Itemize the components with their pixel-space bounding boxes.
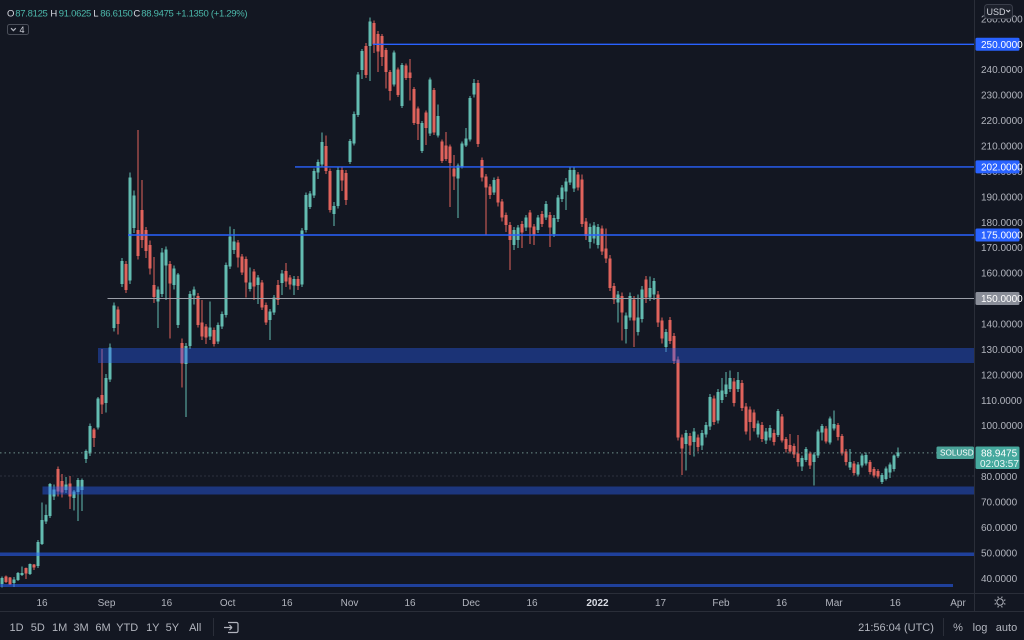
svg-text:220.0000: 220.0000 (981, 116, 1023, 127)
svg-text:140.0000: 140.0000 (981, 320, 1023, 331)
svg-text:50.0000: 50.0000 (981, 548, 1018, 559)
svg-text:260.0000: 260.0000 (981, 14, 1023, 25)
svg-text:O: O (7, 9, 14, 20)
svg-text:230.0000: 230.0000 (981, 91, 1023, 102)
svg-text:5D: 5D (31, 622, 45, 634)
svg-text:130.0000: 130.0000 (981, 345, 1023, 356)
svg-text:16: 16 (404, 598, 416, 609)
svg-text:C: C (133, 9, 140, 20)
svg-text:log: log (973, 622, 988, 634)
svg-text:100.0000: 100.0000 (981, 421, 1023, 432)
svg-text:60.0000: 60.0000 (981, 523, 1018, 534)
svg-text:16: 16 (526, 598, 538, 609)
svg-text:88.9475: 88.9475 (981, 448, 1018, 459)
svg-text:17: 17 (655, 598, 667, 609)
svg-text:170.0000: 170.0000 (981, 243, 1023, 254)
svg-text:5Y: 5Y (166, 622, 180, 634)
svg-text:21:56:04 (UTC): 21:56:04 (UTC) (858, 622, 934, 634)
svg-text:1Y: 1Y (146, 622, 160, 634)
svg-text:16: 16 (890, 598, 902, 609)
svg-text:H: H (50, 9, 57, 20)
svg-text:L: L (93, 9, 98, 20)
svg-text:02:03:57: 02:03:57 (980, 459, 1019, 470)
svg-text:150.0000: 150.0000 (981, 294, 1023, 305)
svg-text:120.0000: 120.0000 (981, 370, 1023, 381)
svg-text:auto: auto (996, 622, 1017, 634)
svg-text:YTD: YTD (116, 622, 138, 634)
svg-text:Oct: Oct (220, 598, 236, 609)
svg-text:4: 4 (20, 25, 25, 35)
svg-text:All: All (189, 622, 201, 634)
svg-text:Sep: Sep (98, 598, 116, 609)
svg-text:91.0625: 91.0625 (59, 9, 91, 20)
svg-text:Mar: Mar (825, 598, 843, 609)
svg-text:240.0000: 240.0000 (981, 65, 1023, 76)
svg-text:Feb: Feb (712, 598, 730, 609)
svg-text:88.9475: 88.9475 (141, 9, 173, 20)
svg-text:1M: 1M (52, 622, 67, 634)
svg-text:202.0000: 202.0000 (981, 162, 1023, 173)
svg-text:SOLUSD: SOLUSD (940, 449, 974, 458)
svg-text:Nov: Nov (341, 598, 359, 609)
svg-text:87.8125: 87.8125 (15, 9, 47, 20)
svg-text:250.0000: 250.0000 (981, 40, 1023, 51)
svg-text:16: 16 (776, 598, 788, 609)
svg-text:16: 16 (281, 598, 293, 609)
svg-text:80.0000: 80.0000 (981, 472, 1018, 483)
svg-text:1D: 1D (9, 622, 23, 634)
svg-text:86.6150: 86.6150 (100, 9, 132, 20)
svg-text:2022: 2022 (586, 598, 609, 609)
svg-text:6M: 6M (95, 622, 110, 634)
svg-text:175.0000: 175.0000 (981, 231, 1023, 242)
svg-text:190.0000: 190.0000 (981, 192, 1023, 203)
svg-text:16: 16 (36, 598, 48, 609)
svg-text:70.0000: 70.0000 (981, 498, 1018, 509)
svg-text:Dec: Dec (462, 598, 480, 609)
svg-text:%: % (953, 622, 963, 634)
svg-text:USD: USD (987, 7, 1007, 17)
svg-text:210.0000: 210.0000 (981, 142, 1023, 153)
svg-text:16: 16 (161, 598, 173, 609)
svg-text:3M: 3M (73, 622, 88, 634)
svg-text:40.0000: 40.0000 (981, 574, 1018, 585)
svg-text:110.0000: 110.0000 (981, 396, 1022, 407)
svg-text:+1.1350 (+1.29%): +1.1350 (+1.29%) (176, 9, 247, 20)
svg-text:160.0000: 160.0000 (981, 269, 1023, 280)
svg-text:Apr: Apr (950, 598, 966, 609)
svg-text:180.0000: 180.0000 (981, 218, 1023, 229)
